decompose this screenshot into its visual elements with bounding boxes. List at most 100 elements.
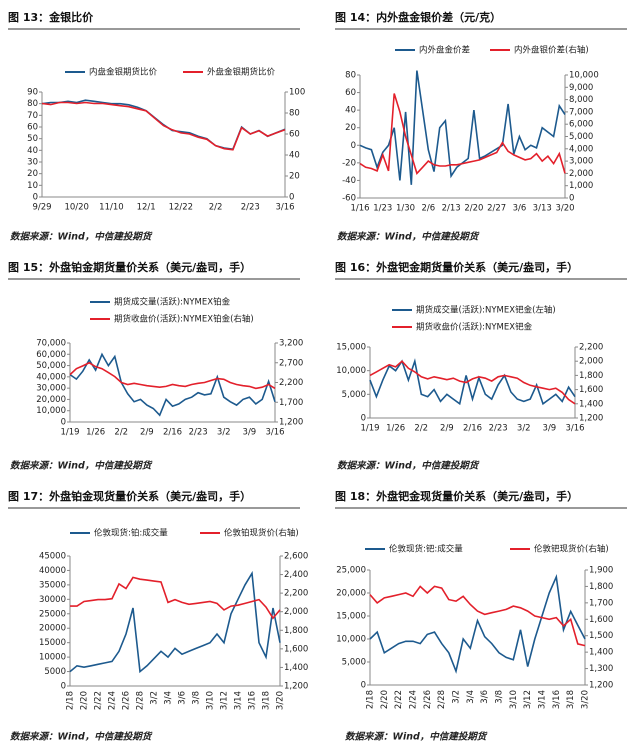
y-tick-label: 40,000 bbox=[36, 372, 66, 382]
x-tick-label: 2/20 bbox=[80, 691, 90, 710]
y-tick-label: 90 bbox=[27, 88, 38, 98]
source: 数据来源：Wind，中信建投期货 bbox=[10, 731, 153, 743]
y2-tick-label: 1,500 bbox=[589, 631, 613, 641]
y-tick-label: 50 bbox=[27, 134, 38, 144]
y2-tick-label: 3,000 bbox=[569, 157, 593, 167]
y2-tick-label: 2,000 bbox=[579, 357, 603, 367]
x-tick-label: 3/2 bbox=[517, 424, 531, 434]
x-tick-label: 3/6 bbox=[480, 690, 490, 704]
y-tick-label: 60 bbox=[345, 88, 356, 98]
y2-tick-label: 9,000 bbox=[569, 83, 593, 93]
x-tick-label: 3/14 bbox=[538, 690, 548, 709]
y2-tick-label: 60 bbox=[289, 130, 300, 140]
y-tick-label: 60,000 bbox=[36, 350, 66, 360]
y2-tick-label: 1,400 bbox=[284, 663, 308, 673]
x-tick-label: 2/6 bbox=[421, 204, 435, 214]
x-tick-label: 2/26 bbox=[122, 691, 132, 710]
y2-tick-label: 1,000 bbox=[569, 181, 593, 191]
x-tick-label: 2/9 bbox=[440, 424, 454, 434]
x-tick-label: 2/28 bbox=[437, 690, 447, 709]
legend-label: 内外盘银价差(右轴) bbox=[514, 45, 589, 56]
y-tick-label: -60 bbox=[342, 194, 356, 204]
y-tick-label: 5,000 bbox=[342, 658, 366, 668]
series-line bbox=[359, 70, 566, 185]
x-tick-label: 3/10 bbox=[206, 691, 216, 710]
series-line bbox=[359, 93, 566, 175]
y2-tick-label: 2,700 bbox=[279, 358, 303, 368]
y-tick-label: 30,000 bbox=[36, 384, 66, 394]
y2-tick-label: 1,800 bbox=[579, 371, 603, 381]
y2-tick-label: 1,400 bbox=[579, 399, 603, 409]
x-tick-label: 2/27 bbox=[487, 204, 506, 214]
y-tick-label: 80 bbox=[345, 71, 356, 81]
x-tick-label: 2/18 bbox=[66, 691, 76, 710]
x-tick-label: 2/20 bbox=[464, 204, 483, 214]
y-tick-label: 0 bbox=[33, 193, 38, 203]
y-tick-label: 10 bbox=[27, 181, 38, 191]
x-tick-label: 12/22 bbox=[169, 203, 194, 213]
x-tick-label: 2/28 bbox=[136, 691, 146, 710]
y2-tick-label: 5,000 bbox=[569, 132, 593, 142]
x-tick-label: 2/20 bbox=[380, 690, 390, 709]
x-tick-label: 2/22 bbox=[394, 690, 404, 709]
x-tick-label: 3/2 bbox=[452, 690, 462, 704]
y2-tick-label: 100 bbox=[289, 88, 305, 98]
legend-label: 伦敦钯现货价(右轴) bbox=[534, 544, 609, 555]
y-tick-label: 20 bbox=[345, 123, 356, 133]
x-tick-label: 11/10 bbox=[99, 203, 124, 213]
y-tick-label: 40 bbox=[345, 106, 356, 116]
legend-label: 外盘金银期货比价 bbox=[207, 67, 276, 78]
x-tick-label: 3/18 bbox=[566, 690, 576, 709]
y2-tick-label: 1,800 bbox=[589, 582, 613, 592]
y2-tick-label: 2,400 bbox=[284, 570, 308, 580]
y-tick-label: 10,000 bbox=[336, 366, 366, 376]
y-tick-label: 0 bbox=[361, 681, 366, 691]
x-tick-label: 3/4 bbox=[164, 691, 174, 705]
y2-tick-label: 1,700 bbox=[279, 398, 303, 408]
y-tick-label: 5000 bbox=[44, 667, 66, 677]
x-tick-label: 1/16 bbox=[350, 204, 369, 214]
source: 数据来源：Wind，中信建投期货 bbox=[10, 231, 153, 243]
series-line bbox=[369, 358, 576, 406]
series-line bbox=[69, 570, 281, 674]
y2-tick-label: 10,000 bbox=[569, 71, 599, 81]
x-tick-label: 3/6 bbox=[513, 204, 527, 214]
y2-tick-label: 6,000 bbox=[569, 120, 593, 130]
y-tick-label: 50,000 bbox=[36, 361, 66, 371]
x-tick-label: 2/2 bbox=[209, 203, 223, 213]
y2-tick-label: 1,400 bbox=[589, 648, 613, 658]
x-tick-label: 1/26 bbox=[86, 428, 105, 438]
y-tick-label: 40000 bbox=[39, 566, 66, 576]
x-tick-label: 9/29 bbox=[32, 203, 51, 213]
y-tick-label: 0 bbox=[61, 418, 66, 428]
x-tick-label: 3/16 bbox=[565, 424, 584, 434]
x-tick-label: 1/26 bbox=[386, 424, 405, 434]
x-tick-label: 2/24 bbox=[409, 690, 419, 709]
x-tick-label: 3/8 bbox=[192, 691, 202, 705]
y-tick-label: 35000 bbox=[39, 580, 66, 590]
series-line bbox=[369, 585, 586, 647]
y-tick-label: 80 bbox=[27, 99, 38, 109]
y2-tick-label: 1,800 bbox=[284, 626, 308, 636]
source: 数据来源：Wind，中信建投期货 bbox=[337, 231, 480, 243]
y-tick-label: 10,000 bbox=[336, 635, 366, 645]
x-tick-label: 3/2 bbox=[217, 428, 231, 438]
chart-title: 图 17：外盘铂金现货量价关系（美元/盎司，手） bbox=[8, 489, 251, 503]
legend-label: 内外盘金价差 bbox=[419, 45, 470, 56]
y-tick-label: 15,000 bbox=[336, 343, 366, 353]
series-line bbox=[69, 352, 276, 417]
legend-label: 期货成交量(活跃):NYMEX铂金 bbox=[114, 297, 231, 308]
x-tick-label: 3/20 bbox=[555, 204, 574, 214]
chart-title: 图 16：外盘钯金期货量价关系（美元/盎司，手） bbox=[335, 260, 578, 274]
y-tick-label: 0 bbox=[361, 414, 366, 424]
y2-tick-label: 1,200 bbox=[284, 682, 308, 692]
y2-tick-label: 7,000 bbox=[569, 107, 593, 117]
x-tick-label: 10/20 bbox=[64, 203, 89, 213]
x-tick-label: 3/12 bbox=[220, 691, 230, 710]
series-line bbox=[70, 576, 281, 620]
y-tick-label: 45000 bbox=[39, 552, 66, 562]
x-tick-label: 3/12 bbox=[523, 690, 533, 709]
x-tick-label: 2/26 bbox=[423, 690, 433, 709]
x-tick-label: 3/10 bbox=[509, 690, 519, 709]
series-line bbox=[41, 101, 286, 151]
